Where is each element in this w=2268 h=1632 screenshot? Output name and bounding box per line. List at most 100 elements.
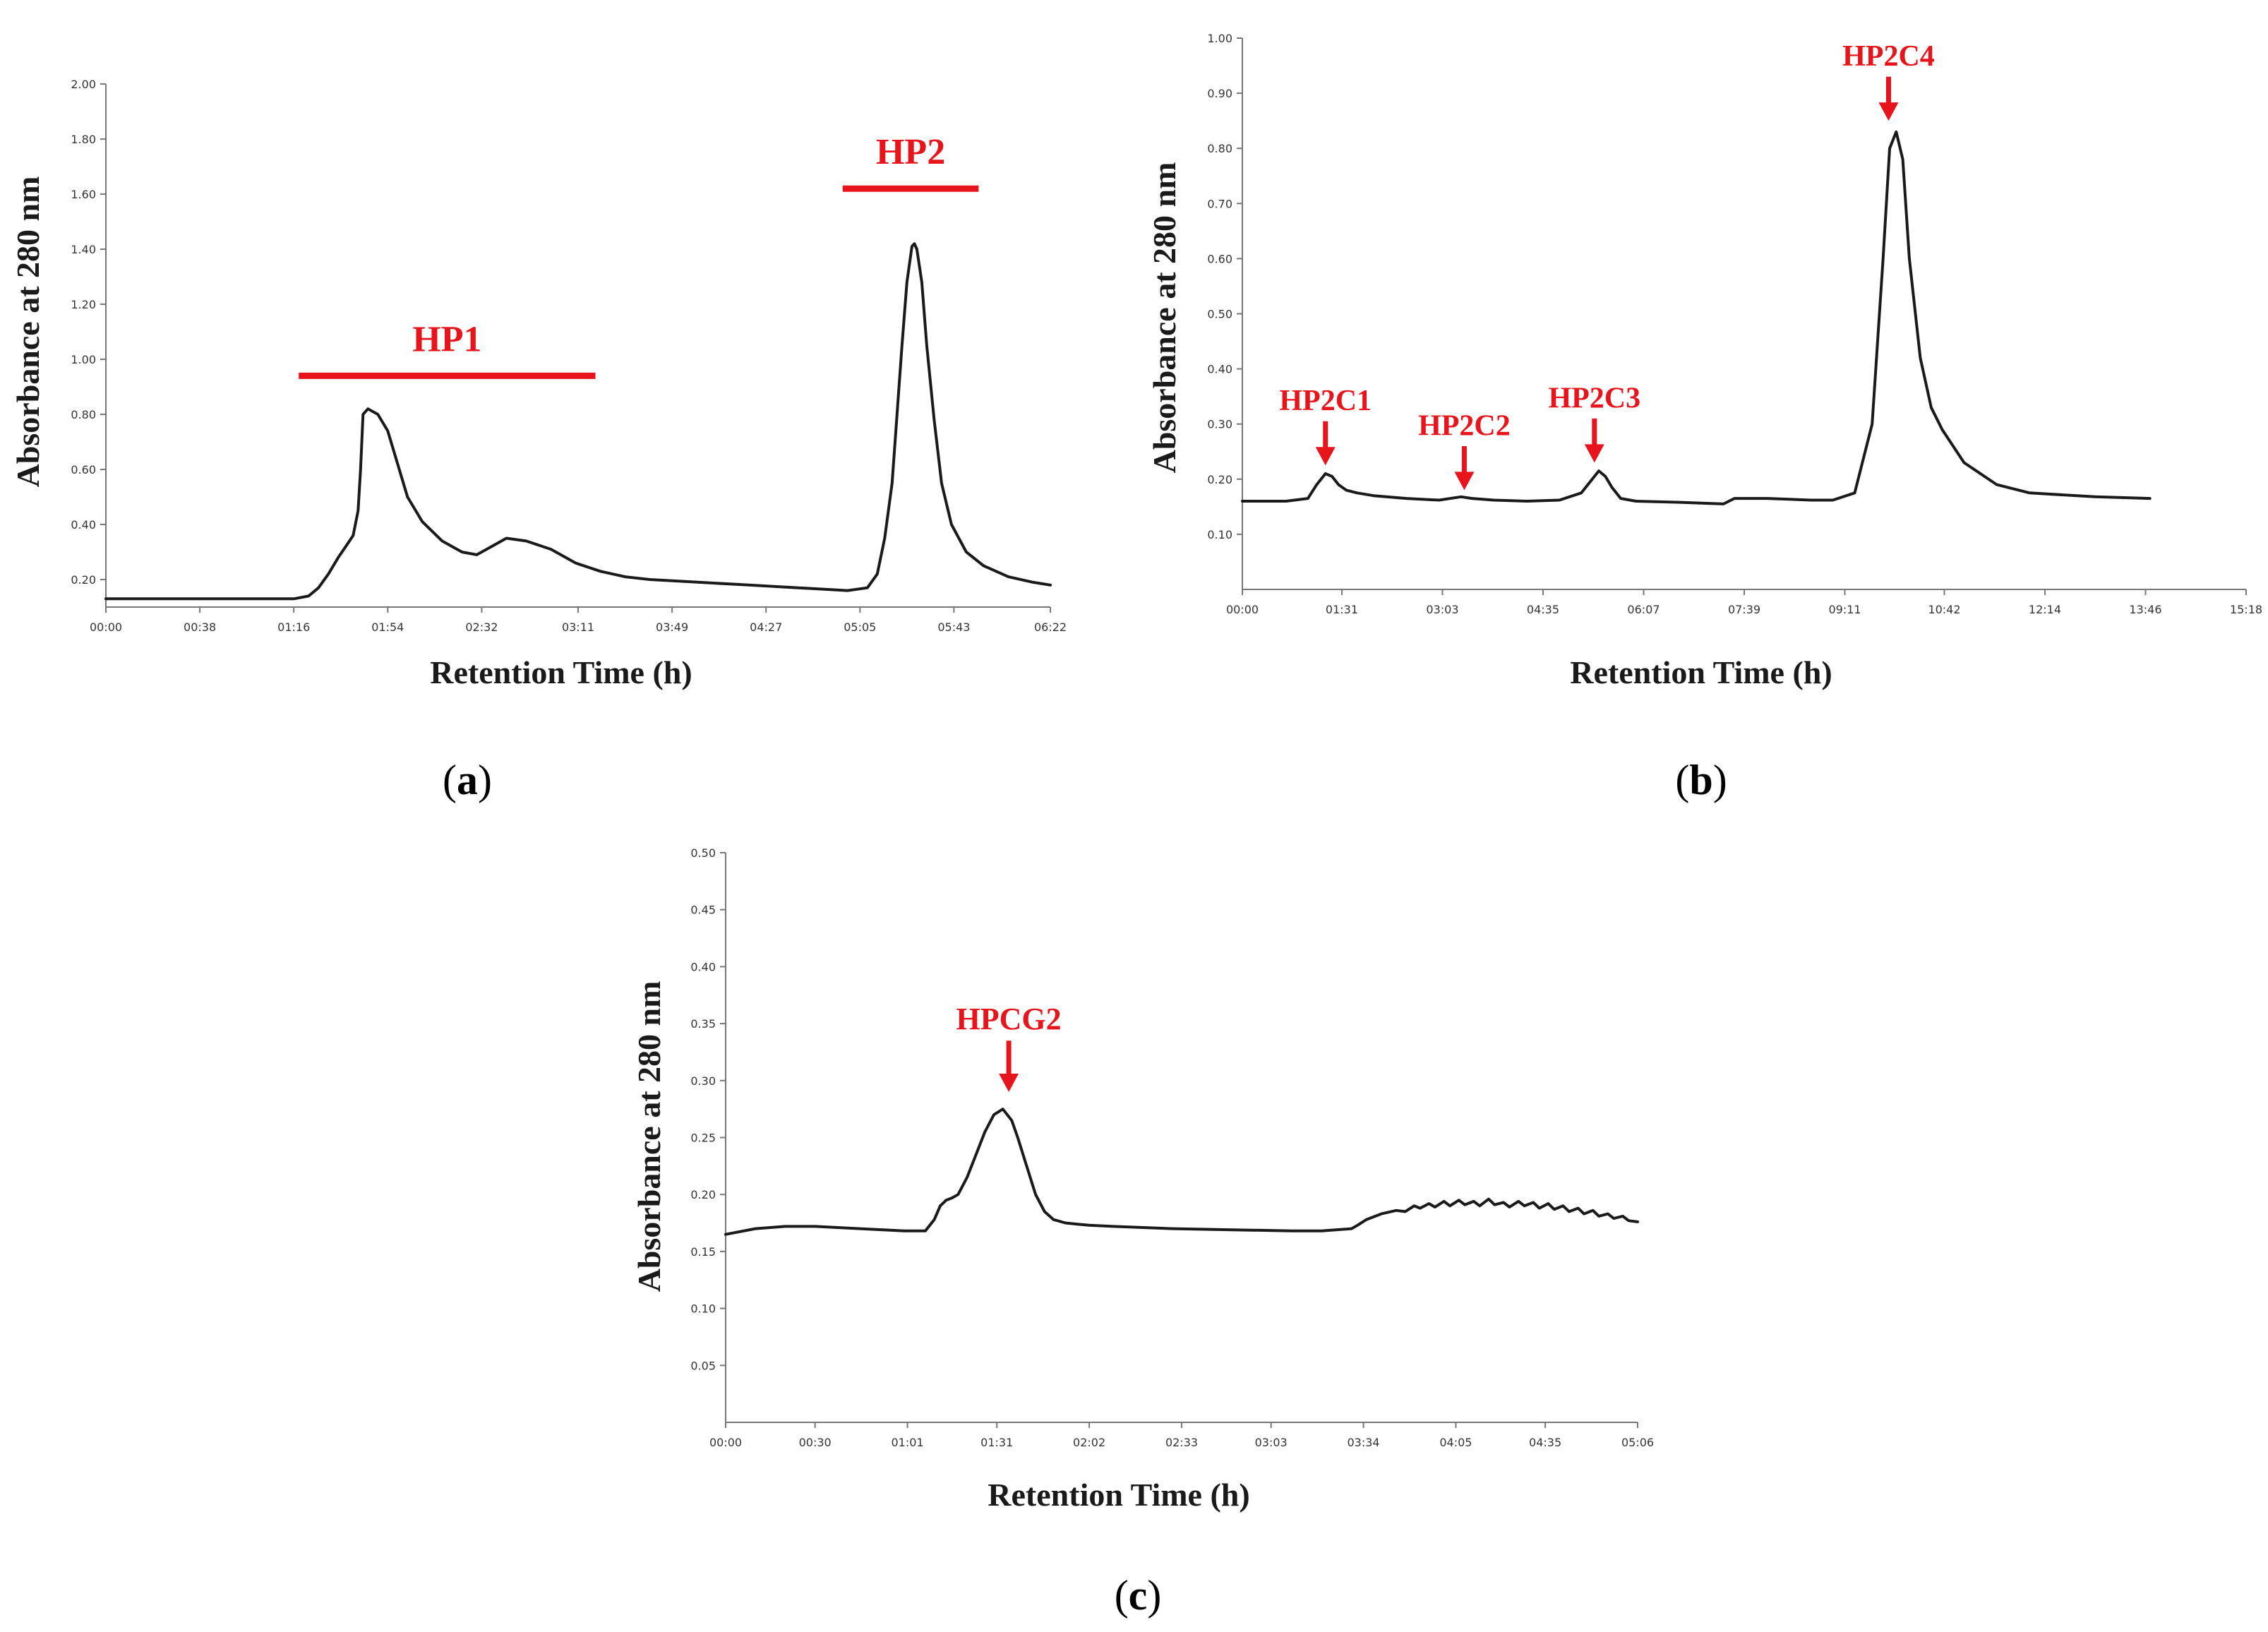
- panel-c-y-tick-label: 0.50: [690, 846, 716, 860]
- panel-b-y-tick-label: 0.70: [1207, 197, 1232, 210]
- panel-a-x-tick-label: 04:27: [750, 620, 782, 634]
- panel-b-y-tick-label: 0.40: [1207, 363, 1232, 376]
- panel-c-xlabel: Retention Time (h): [988, 1477, 1249, 1513]
- panel-a-y-tick-label: 1.00: [71, 353, 96, 366]
- panel-b-annotations: HP2C1 HP2C2 HP2C3 HP2C4: [1279, 40, 1935, 491]
- panel-a-series-line: [104, 242, 1052, 601]
- panel-c-ylabel: Absorbance at 280 nm: [631, 981, 667, 1292]
- annotation-label-hp2: HP2: [876, 132, 945, 172]
- panel-c-y-tick-label: 0.30: [690, 1074, 716, 1088]
- panel-b-x-tick-label: 13:46: [2129, 603, 2161, 616]
- panel-c-x-tick-label: 02:02: [1073, 1436, 1105, 1449]
- panel-a-x-tick-label: 06:22: [1034, 620, 1067, 634]
- panel-b-x-tick-label: 06:07: [1627, 603, 1660, 616]
- down-arrow-icon: [999, 1073, 1019, 1092]
- annotation-label-hpcg2: HPCG2: [956, 1002, 1062, 1036]
- panel-c-y-tick-label: 0.35: [690, 1017, 716, 1031]
- panel-c-y-tick-label: 0.25: [690, 1132, 716, 1145]
- panel-b-axes: 0.10 0.20 0.30 0.40 0.50 0.60 0.70 0.80 0.90 1.00…: [1207, 32, 2262, 616]
- panel-b-x-tick-label: 01:31: [1326, 603, 1358, 616]
- panel-a-y-tick-label: 1.80: [71, 133, 96, 146]
- down-arrow-icon: [1454, 472, 1475, 491]
- panel-c-x-tick-label: 00:00: [709, 1436, 742, 1449]
- panel-a-x-tick-label: 00:00: [90, 620, 122, 634]
- panel-a-x-tick-label: 02:32: [465, 620, 498, 634]
- panel-c-y-tick-label: 0.10: [690, 1302, 716, 1316]
- panel-a-annotations: HP1 HP2: [299, 132, 979, 379]
- panel-c-y-tick-label: 0.45: [690, 904, 716, 917]
- panel-b-x-tick-label: 15:18: [2230, 603, 2262, 616]
- panel-c-x-tick-label: 01:31: [980, 1436, 1013, 1449]
- chart-panel-a: 0.20 0.40 0.60 0.80 1.00 1.20 1.40 1.60 1.80 2.00…: [10, 78, 1067, 803]
- panel-c-letter: c: [1129, 1572, 1148, 1619]
- panel-b-label: (b): [1675, 757, 1727, 803]
- chart-panel-c: 0.05 0.10 0.15 0.20 0.25 0.30 0.35 0.40 0.45 0.50…: [631, 846, 1654, 1619]
- panel-c-x-tick-label: 02:33: [1165, 1436, 1198, 1449]
- panel-a-y-tick-label: 0.80: [71, 408, 96, 421]
- panel-a-y-tick-label: 1.20: [71, 298, 96, 311]
- panel-a-x-tick-label: 03:11: [562, 620, 594, 634]
- panel-b-letter: b: [1689, 757, 1712, 803]
- panel-c-x-tick-label: 03:34: [1348, 1436, 1380, 1449]
- panel-b-y-tick-label: 0.60: [1207, 252, 1232, 265]
- panel-b-x-tick-label: 00:00: [1226, 603, 1259, 616]
- panel-a-x-tick-label: 05:43: [937, 620, 970, 634]
- panel-c-series-line: [724, 1108, 1639, 1236]
- panel-c-y-tick-label: 0.40: [690, 960, 716, 973]
- panel-a-y-tick-label: 1.60: [71, 188, 96, 201]
- panel-c-x-tick-label: 00:30: [799, 1436, 832, 1449]
- panel-b-y-tick-label: 0.30: [1207, 418, 1232, 431]
- annotation-label-hp1: HP1: [412, 319, 481, 359]
- panel-c-label: (c): [1115, 1572, 1162, 1619]
- panel-a-letter: a: [457, 757, 478, 803]
- panel-b-y-tick-label: 0.90: [1207, 87, 1232, 100]
- panel-c-x-tick-label: 04:35: [1529, 1436, 1561, 1449]
- panel-b-x-tick-label: 04:35: [1527, 603, 1559, 616]
- panel-a-x-tick-label: 00:38: [184, 620, 216, 634]
- panel-a-x-tick-label: 03:49: [656, 620, 688, 634]
- panel-b-y-tick-label: 0.20: [1207, 473, 1232, 486]
- panel-b-y-tick-label: 0.10: [1207, 528, 1232, 541]
- panel-c-x-tick-label: 04:05: [1439, 1436, 1472, 1449]
- panel-c-x-tick-label: 01:01: [892, 1436, 924, 1449]
- panel-b-x-tick-label: 03:03: [1426, 603, 1458, 616]
- panel-b-x-tick-label: 12:14: [2029, 603, 2061, 616]
- panel-b-trace: [1241, 130, 2152, 505]
- annotation-label-hp2c1: HP2C1: [1279, 385, 1372, 417]
- panel-b-xlabel: Retention Time (h): [1570, 654, 1832, 690]
- down-arrow-icon: [1315, 447, 1336, 466]
- panel-b-ylabel: Absorbance at 280 nm: [1146, 162, 1182, 474]
- panel-a-label: (a): [443, 757, 492, 803]
- panel-c-y-tick-label: 0.05: [690, 1359, 716, 1372]
- panel-a-y-tick-label: 0.40: [71, 518, 96, 532]
- panel-b-series-line: [1241, 130, 2152, 505]
- panel-b-x-tick-label: 10:42: [1928, 603, 1960, 616]
- panel-a-x-tick-label: 01:54: [371, 620, 404, 634]
- panel-c-axes: 0.05 0.10 0.15 0.20 0.25 0.30 0.35 0.40 0.45 0.50…: [690, 846, 1654, 1449]
- panel-b-y-tick-label: 0.80: [1207, 142, 1232, 155]
- panel-b-x-tick-label: 09:11: [1828, 603, 1861, 616]
- down-arrow-icon: [1584, 444, 1604, 463]
- panel-a-trace: [104, 242, 1052, 601]
- panel-a-x-tick-label: 01:16: [277, 620, 310, 634]
- panel-a-y-tick-label: 0.20: [71, 573, 96, 587]
- panel-a-y-tick-label: 0.60: [71, 463, 96, 476]
- annotation-label-hp2c4: HP2C4: [1842, 40, 1935, 73]
- panel-a-x-tick-label: 05:05: [844, 620, 876, 634]
- panel-a-y-tick-label: 1.40: [71, 243, 96, 256]
- panel-b-x-tick-label: 07:39: [1728, 603, 1760, 616]
- chart-panel-b: 0.10 0.20 0.30 0.40 0.50 0.60 0.70 0.80 0.90 1.00…: [1146, 32, 2262, 803]
- panel-c-x-tick-label: 03:03: [1255, 1436, 1288, 1449]
- panel-a-ylabel: Absorbance at 280 nm: [10, 176, 46, 488]
- panel-a-axes: 0.20 0.40 0.60 0.80 1.00 1.20 1.40 1.60 1.80 2.00…: [71, 78, 1067, 634]
- panel-c-y-tick-label: 0.15: [690, 1245, 716, 1259]
- annotation-label-hp2c2: HP2C2: [1418, 409, 1511, 442]
- down-arrow-icon: [1878, 102, 1899, 121]
- panel-b-y-tick-label: 0.50: [1207, 308, 1232, 321]
- panel-c-trace: [724, 1108, 1639, 1236]
- panel-c-x-tick-label: 05:06: [1621, 1436, 1654, 1449]
- panel-b-y-tick-label: 1.00: [1207, 32, 1232, 45]
- panel-c-annotations: HPCG2: [956, 1002, 1062, 1092]
- panel-a-xlabel: Retention Time (h): [430, 654, 692, 690]
